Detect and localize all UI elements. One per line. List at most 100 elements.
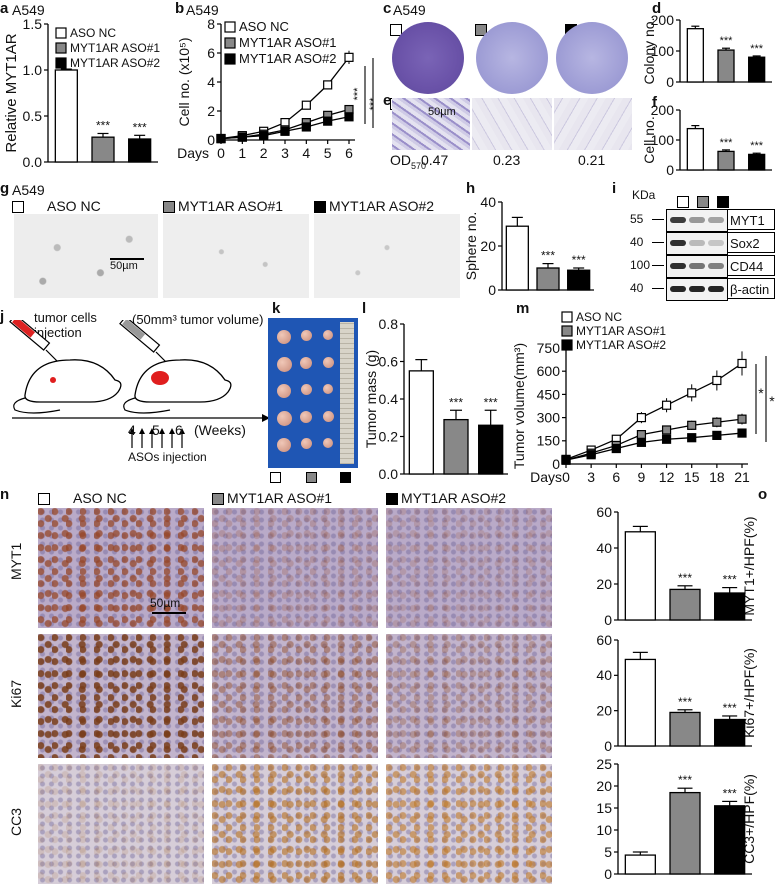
- significance-mark: ***: [750, 43, 764, 55]
- y-tick-label: 0: [666, 74, 674, 88]
- invasion-image-aso2: [554, 98, 632, 150]
- legend-swatch: [561, 325, 573, 337]
- blot-band: [689, 286, 705, 292]
- sphere-legend-nc: ASO NC: [12, 198, 101, 214]
- x-tick-label: 4: [302, 145, 310, 161]
- legend-square-aso1: [475, 24, 487, 36]
- data-point: [259, 131, 269, 141]
- panel-label-h: h: [466, 180, 476, 197]
- ihc-legend-aso2: MYT1AR ASO#2: [386, 490, 506, 506]
- data-point: [687, 420, 697, 430]
- mw-marker: 55: [630, 212, 644, 226]
- y-tick-label: 20: [596, 703, 612, 719]
- data-point: [344, 52, 354, 62]
- y-tick-label: 0.4: [379, 391, 399, 407]
- tumor: [277, 384, 291, 398]
- data-point: [611, 443, 621, 454]
- blot-band: [670, 217, 686, 223]
- legend-label: MYT1AR ASO#1: [239, 35, 337, 50]
- x-tick-label: 21: [734, 469, 750, 485]
- legend-label: MYT1AR ASO#1: [70, 41, 160, 55]
- y-tick-label: 0.0: [379, 466, 399, 482]
- scale-bar-label: 50µm: [110, 260, 138, 272]
- tumor: [322, 411, 334, 422]
- data-point: [561, 455, 571, 465]
- x-tick-label: 3: [281, 145, 289, 161]
- ihc-image: [38, 634, 204, 758]
- panel-label-b: b: [175, 0, 185, 17]
- y-axis-label: MYT1+/HPF(%): [741, 516, 757, 615]
- cell-line-label: A549: [12, 182, 45, 198]
- legend-swatch: [224, 21, 236, 33]
- y-tick-label: 0: [207, 132, 215, 148]
- tumor: [300, 438, 312, 449]
- y-tick-label: 0.6: [379, 353, 399, 369]
- syringe-icon: [9, 320, 59, 363]
- bar: [505, 225, 529, 291]
- sphere-image-aso1: [163, 214, 309, 298]
- legend-swatch: [561, 311, 573, 323]
- tumor: [323, 384, 333, 394]
- ihc-image: [212, 634, 378, 758]
- y-axis-label: Sphere no.: [463, 212, 479, 281]
- y-tick-label: 100: [651, 43, 675, 59]
- panel-label-e: e: [383, 92, 392, 109]
- significance-mark: *: [758, 385, 764, 401]
- x-tick-label: 12: [659, 469, 675, 485]
- y-tick-label: 60: [596, 632, 612, 648]
- blot-strip: [666, 232, 728, 255]
- y-tick-label: 25: [596, 756, 612, 772]
- y-tick-label: 6: [207, 45, 215, 61]
- y-tick-label: 20: [596, 778, 612, 794]
- tumor: [322, 357, 334, 368]
- data-point: [344, 112, 354, 122]
- panel-label-l: l: [362, 300, 367, 317]
- bar: [408, 370, 434, 475]
- mouse-icon: [123, 359, 232, 414]
- od-value-nc: 0.47: [421, 152, 449, 168]
- mw-marker: 100: [630, 258, 651, 272]
- legend-swatch: [55, 27, 67, 39]
- significance-mark: ***: [723, 573, 737, 587]
- y-tick-label: 20: [480, 238, 496, 254]
- ihc-image: [212, 764, 378, 884]
- scale-bar-label: 50µm: [150, 596, 181, 610]
- legend-swatch: [561, 339, 573, 351]
- tumor: [276, 411, 292, 426]
- ihc-grid: MYT1 50µm Ki67 CC3: [0, 508, 560, 884]
- x-tick-label: 0: [562, 469, 570, 485]
- chart-panel-o-ki67: 0 20 40 60 Ki67+/HPF(%) *** ***: [596, 632, 757, 754]
- legend-swatch: [55, 42, 67, 54]
- injection-label: tumor cells injection: [34, 310, 97, 340]
- significance-mark: ***: [723, 701, 737, 715]
- y-tick-label: 40: [480, 194, 496, 210]
- panel-label-i: i: [612, 180, 617, 197]
- legend-square-nc: [270, 472, 281, 483]
- x-tick-label: 3: [587, 469, 595, 485]
- bar: [624, 658, 656, 747]
- bar: [443, 418, 469, 475]
- tumor: [300, 330, 312, 341]
- legend-square-aso1: [306, 472, 317, 483]
- y-axis-label: Tumor mass (g): [363, 350, 379, 448]
- tumor: [323, 330, 333, 340]
- data-point: [323, 80, 333, 90]
- panel-label-g: g: [0, 180, 10, 197]
- tumor: [300, 411, 312, 423]
- data-point: [323, 116, 333, 126]
- bar: [686, 28, 704, 83]
- tumor: [323, 438, 333, 448]
- bar: [686, 127, 704, 171]
- tumor: [300, 384, 312, 395]
- data-point: [661, 400, 672, 410]
- invasion-image-aso1: [472, 98, 552, 150]
- x-tick-label: 2: [260, 145, 268, 161]
- legend-square-nc: [677, 196, 689, 208]
- x-tick-label: 5: [324, 145, 332, 161]
- sphere-image-nc: 50µm: [14, 214, 158, 298]
- ihc-legend-aso1: MYT1AR ASO#1: [212, 490, 332, 506]
